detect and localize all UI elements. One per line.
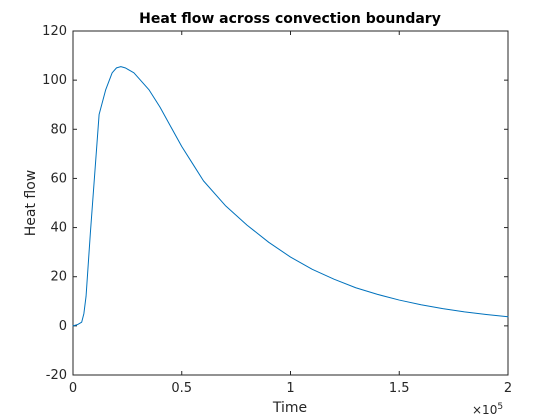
x-axis-exponent-label: ×105 <box>472 402 503 417</box>
x-tick-label: 1.5 <box>389 381 410 396</box>
heat-flow-series-line <box>72 66 509 327</box>
x-tick-label: 0.5 <box>171 381 192 396</box>
y-tick-label: 60 <box>50 171 67 186</box>
y-tick-label: 20 <box>50 270 67 285</box>
plot-frame <box>72 30 509 376</box>
series-group <box>72 66 509 327</box>
y-tick-label: 100 <box>42 73 67 88</box>
chart-title: Heat flow across convection boundary <box>139 11 441 27</box>
y-tick-label: -20 <box>46 368 67 383</box>
x-tick-label: 0 <box>69 381 77 396</box>
x-tick-label: 1 <box>286 381 294 396</box>
x-axis-exponent-base: ×10 <box>472 403 497 417</box>
x-tick-label: 2 <box>504 381 512 396</box>
x-axis-exponent-power: 5 <box>497 402 503 412</box>
x-axis-label: Time <box>272 400 307 416</box>
y-tick-label: 120 <box>42 24 67 39</box>
y-tick-label: 80 <box>50 122 67 137</box>
plot-area <box>72 30 509 376</box>
y-tick-label: 0 <box>59 319 67 334</box>
y-tick-label: 40 <box>50 221 67 236</box>
y-axis-label: Heat flow <box>23 170 39 237</box>
